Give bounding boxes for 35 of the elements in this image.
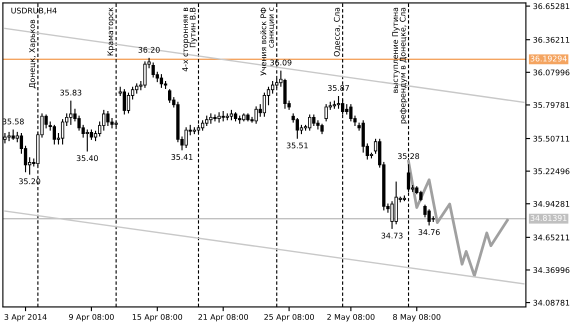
line-series [407,160,509,278]
candlestick [308,114,312,131]
candlestick [184,127,188,148]
candlestick [77,116,81,131]
candlestick [362,120,365,153]
candlestick [320,124,324,134]
candlestick [336,96,340,109]
candlestick [110,118,114,128]
candlestick [12,130,15,140]
candlestick [312,114,316,126]
candlestick [52,124,56,145]
candlestick [427,209,431,226]
candlestick [209,113,213,124]
candlestick [135,83,138,94]
candlestick [230,110,234,120]
candlestick [126,92,130,114]
candlestick [122,89,126,114]
candlestick [262,92,266,117]
candlestick [102,110,106,131]
candlestick [152,62,155,78]
candlestick [205,116,208,126]
candlestick [324,104,328,122]
candlestick [349,104,353,122]
candlestick [69,100,72,125]
candlestick [143,61,147,88]
candlestick [217,112,221,123]
candlestick [86,130,89,152]
candlestick [222,111,225,122]
candlestick [296,118,299,139]
candlestick [254,106,258,124]
candlestick [283,78,287,109]
candlestick [60,119,64,145]
candlestick [106,111,110,126]
candlestick [160,74,164,88]
candlestick [90,130,94,140]
